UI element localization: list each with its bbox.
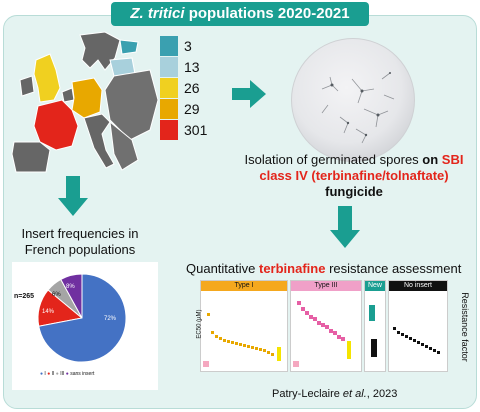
map-legend-item: 13 [160, 57, 270, 79]
assessment-drug: terbinafine [259, 261, 326, 276]
arrow-down-icon [330, 206, 360, 248]
insert-frequency-caption: Insert frequencies in French populations [10, 226, 150, 258]
pie-slice-sans-insert [38, 273, 127, 363]
plot-header-no-insert: No insert [389, 281, 447, 291]
plot-ylabel-left: EC50 (µM) [196, 309, 203, 339]
legend-value: 13 [184, 59, 200, 75]
insert-freq-line1: Insert frequencies in [21, 226, 139, 241]
europe-map [11, 31, 159, 173]
plot-type-i-points [203, 313, 281, 367]
legend-swatch [160, 99, 178, 119]
legend-value: 29 [184, 101, 200, 117]
isolation-fungicide: fungicide [325, 184, 383, 199]
pie-legend-item: I [44, 371, 46, 377]
assessment-title: Quantitative terbinafine resistance asse… [186, 261, 474, 277]
pie-label-8: 8% [66, 284, 75, 290]
assessment-pre: Quantitative [186, 261, 259, 276]
map-legend-item: 3 [160, 36, 270, 58]
page-title: Z. tritici populations 2020-2021 [111, 2, 369, 26]
map-legend-item: 26 [160, 78, 270, 100]
pie-legend: ● I ● II ● III ● sans insert [40, 371, 95, 377]
plot-new: New [364, 280, 386, 372]
map-legend-item: 29 [160, 99, 270, 121]
map-region-29 [71, 77, 103, 119]
legend-swatch [160, 78, 178, 98]
citation-etal: et al. [342, 388, 367, 400]
arrow-right-icon [232, 80, 266, 108]
plot-type-i: Type I EC50 (µM) [196, 280, 288, 372]
plot-type-iii: Type III [290, 280, 362, 372]
petri-dish-image [291, 38, 415, 162]
plot-type-iii-points [293, 301, 351, 367]
isolation-caption: Isolation of germinated spores on SBI cl… [232, 152, 476, 200]
map-legend-item: 301 [160, 120, 270, 142]
pie-label-14: 14% [42, 309, 55, 315]
pie-legend-item: II [51, 371, 55, 377]
assessment-post: resistance assessment [325, 261, 462, 276]
isolation-bold: on [422, 152, 442, 167]
isolation-red: SBI [441, 152, 464, 167]
plot-header-type-iii: Type III [291, 281, 361, 291]
legend-swatch [160, 57, 178, 77]
legend-value: 3 [184, 38, 192, 54]
legend-swatch [160, 120, 178, 140]
legend-value: 301 [184, 122, 208, 138]
legend-swatch [160, 36, 178, 56]
plot-ylabel-right: Resistance factor [459, 292, 470, 362]
citation: Patry-Leclaire et al., 2023 [272, 388, 397, 400]
insert-freq-line2: French populations [24, 242, 136, 257]
legend-value: 26 [184, 80, 200, 96]
plot-header-new: New [365, 281, 385, 291]
pie-legend-item: III [60, 371, 65, 377]
pie-label-6: 6% [52, 292, 61, 298]
germinated-spores-icon [321, 72, 395, 144]
arrow-down-icon [58, 176, 88, 216]
title-rest: populations 2020-2021 [184, 5, 350, 22]
pie-n-label: n=265 [14, 293, 35, 300]
plot-header-type-i: Type I [201, 281, 287, 291]
map-region-26 [33, 53, 61, 103]
plot-no-insert-points [393, 327, 440, 354]
citation-authors: Patry-Leclaire [272, 388, 343, 400]
title-species: Z. tritici [130, 5, 185, 22]
isolation-text: Isolation of germinated spores [244, 152, 423, 167]
map-region-301 [33, 99, 79, 151]
pie-legend-item: sans insert [70, 371, 95, 377]
citation-year: , 2023 [366, 388, 398, 400]
pie-chart [37, 273, 127, 363]
plot-no-insert: No insert [388, 280, 448, 372]
map-region-3 [119, 39, 139, 55]
pie-label-72: 72% [104, 316, 117, 322]
plot-new-points [369, 305, 377, 357]
isolation-class: class IV (terbinafine/tolnaftate) [259, 168, 449, 183]
